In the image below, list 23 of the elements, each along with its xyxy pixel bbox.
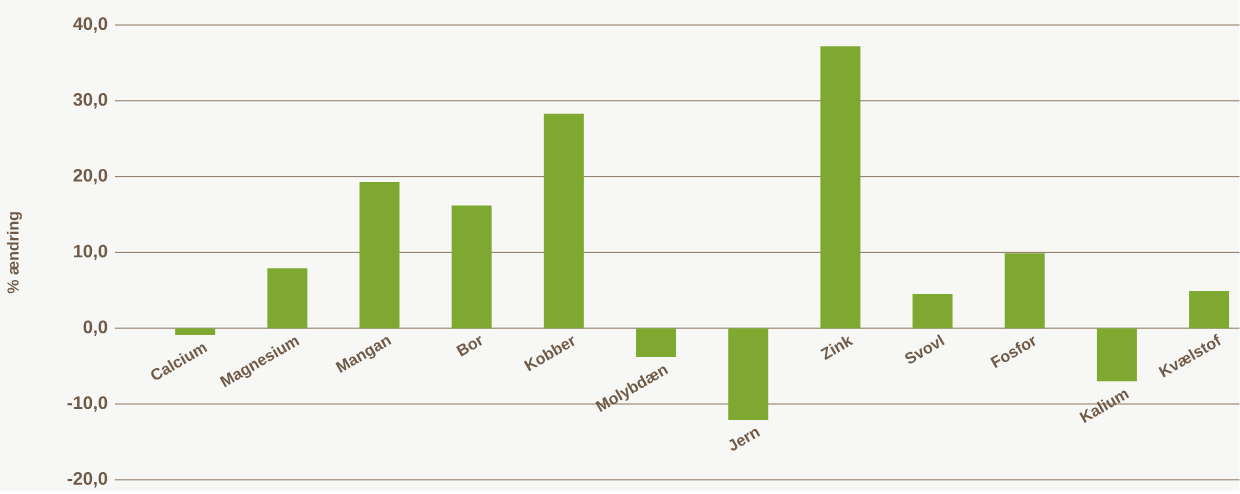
bar — [451, 205, 492, 329]
y-tick-label: 0,0 — [83, 320, 108, 336]
x-tick-label: Jern — [729, 428, 761, 451]
bar — [175, 328, 216, 335]
y-tick-label: 10,0 — [74, 244, 108, 261]
y-tick-label: 30,0 — [73, 93, 108, 109]
y-tick-label: 20,0 — [73, 168, 108, 185]
bar — [1189, 290, 1230, 329]
bar — [543, 113, 584, 329]
bar — [820, 46, 861, 329]
y-axis-title: % ændring — [6, 212, 22, 294]
bar — [1096, 328, 1137, 382]
y-tick-label: -20,0 — [67, 472, 108, 488]
x-tick-label: Zink — [820, 336, 854, 360]
y-tick-label: -10,0 — [67, 396, 108, 412]
bar — [728, 328, 769, 420]
x-tick-label: Bor — [456, 335, 482, 357]
bar — [267, 268, 308, 329]
bar — [1004, 253, 1045, 329]
y-tick-label: 40,0 — [73, 17, 108, 33]
bar — [636, 328, 677, 357]
bar — [359, 181, 400, 329]
bar — [912, 294, 953, 329]
